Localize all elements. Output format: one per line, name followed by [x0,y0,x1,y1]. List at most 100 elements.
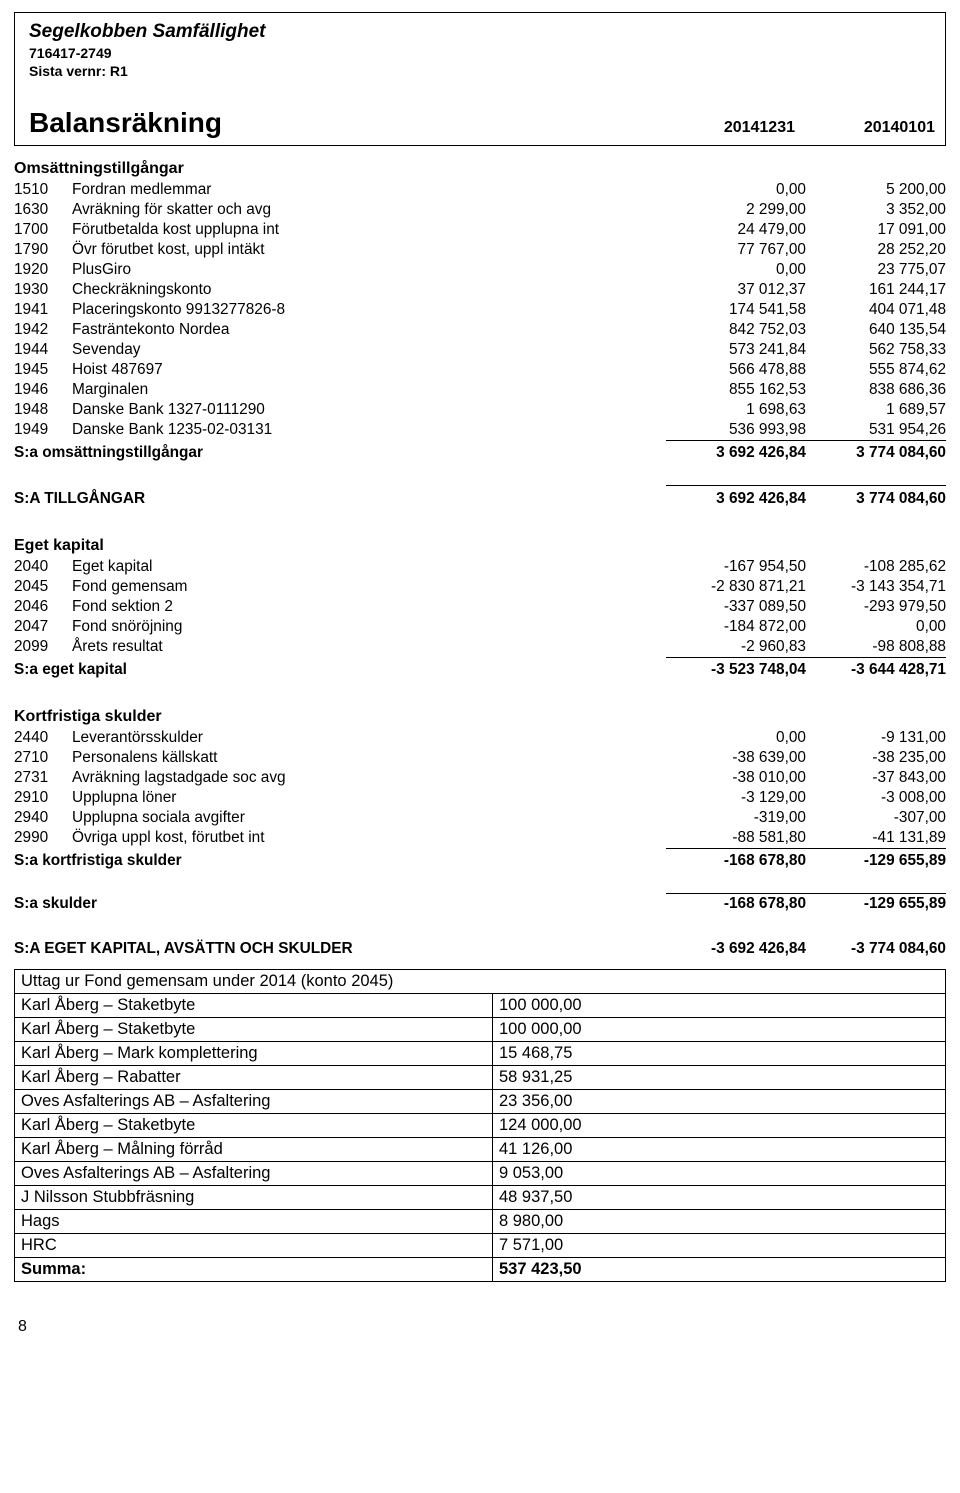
row-val-1: -167 954,50 [666,557,806,577]
row-skulder-sum: S:a skulder -168 678,80 -129 655,89 [14,894,946,915]
tillgangar-v1: 3 692 426,84 [666,486,806,510]
uttag-row: Oves Asfalterings AB – Asfaltering9 053,… [15,1162,946,1186]
row-val-2: -37 843,00 [806,768,946,788]
row-label: Avräkning för skatter och avg [72,200,666,220]
row-val-2: -108 285,62 [806,557,946,577]
row-val-1: -38 639,00 [666,748,806,768]
uttag-label: Karl Åberg – Målning förråd [15,1138,493,1162]
sum-v2: -129 655,89 [806,849,946,872]
table-eget: 2040Eget kapital-167 954,50-108 285,6220… [14,557,946,680]
uttag-label: HRC [15,1234,493,1258]
row-label: Övriga uppl kost, förutbet int [72,828,666,849]
row-label: Marginalen [72,380,666,400]
report-body: Omsättningstillgångar 1510Fordran medlem… [14,160,946,959]
acct-num: 2046 [14,597,72,617]
uttag-label: Karl Åberg – Staketbyte [15,1114,493,1138]
acct-num: 2047 [14,617,72,637]
row-label: Avräkning lagstadgade soc avg [72,768,666,788]
row-val-1: -88 581,80 [666,828,806,849]
table-row: 2040Eget kapital-167 954,50-108 285,62 [14,557,946,577]
row-val-2: 531 954,26 [806,420,946,441]
table-row: 1949Danske Bank 1235-02-03131536 993,985… [14,420,946,441]
row-val-1: 1 698,63 [666,400,806,420]
row-val-2: 0,00 [806,617,946,637]
col-head-1: 20141231 [655,119,795,137]
uttag-title-row: Uttag ur Fond gemensam under 2014 (konto… [15,970,946,994]
table-row: 2099Årets resultat-2 960,83-98 808,88 [14,637,946,658]
org-name: Segelkobben Samfällighet [29,21,935,43]
row-tillgangar: S:A TILLGÅNGAR 3 692 426,84 3 774 084,60 [14,486,946,510]
acct-num: 1630 [14,200,72,220]
table-row: 2940Upplupna sociala avgifter-319,00-307… [14,808,946,828]
acct-num: 1700 [14,220,72,240]
uttag-label: Karl Åberg – Staketbyte [15,1018,493,1042]
acct-num: 2440 [14,728,72,748]
row-val-1: 855 162,53 [666,380,806,400]
row-val-2: -293 979,50 [806,597,946,617]
uttag-label: Oves Asfalterings AB – Asfaltering [15,1162,493,1186]
uttag-row: J Nilsson Stubbfräsning48 937,50 [15,1186,946,1210]
acct-num: 1790 [14,240,72,260]
uttag-row: Karl Åberg – Staketbyte100 000,00 [15,1018,946,1042]
acct-num: 2045 [14,577,72,597]
acct-num: 1949 [14,420,72,441]
skulder-sum-v1: -168 678,80 [666,894,806,915]
acct-num: 1930 [14,280,72,300]
row-label: Sevenday [72,340,666,360]
row-val-2: 1 689,57 [806,400,946,420]
row-val-2: -38 235,00 [806,748,946,768]
table-row: 1510Fordran medlemmar0,005 200,00 [14,180,946,200]
table-row: 2047Fond snöröjning-184 872,000,00 [14,617,946,637]
uttag-row: Hags8 980,00 [15,1210,946,1234]
sum-label: S:a kortfristiga skulder [14,852,182,870]
uttag-amount: 124 000,00 [493,1114,946,1138]
row-label: Fond gemensam [72,577,666,597]
sum-row: S:a eget kapital-3 523 748,04-3 644 428,… [14,658,946,681]
row-label: Placeringskonto 9913277826-8 [72,300,666,320]
sista-vernr: Sista vernr: R1 [29,63,935,79]
uttag-title: Uttag ur Fond gemensam under 2014 (konto… [15,970,946,994]
uttag-amount: 100 000,00 [493,994,946,1018]
row-val-1: 2 299,00 [666,200,806,220]
uttag-label: J Nilsson Stubbfräsning [15,1186,493,1210]
row-val-1: 566 478,88 [666,360,806,380]
skulder-sum-table: S:a skulder -168 678,80 -129 655,89 [14,893,946,914]
acct-num: 2990 [14,828,72,849]
row-val-1: 0,00 [666,260,806,280]
row-val-1: 37 012,37 [666,280,806,300]
acct-num: 2940 [14,808,72,828]
section-eget-head: Eget kapital [14,537,946,555]
tillgangar-label: S:A TILLGÅNGAR [72,486,666,510]
table-oms: 1510Fordran medlemmar0,005 200,001630Avr… [14,180,946,463]
uttag-amount: 8 980,00 [493,1210,946,1234]
acct-num: 1948 [14,400,72,420]
acct-num: 1944 [14,340,72,360]
row-label: Årets resultat [72,637,666,658]
sum-v2: -3 644 428,71 [806,658,946,681]
sum-row: S:a kortfristiga skulder-168 678,80-129 … [14,849,946,872]
row-val-1: -2 830 871,21 [666,577,806,597]
uttag-label: Karl Åberg – Rabatter [15,1066,493,1090]
sum-v1: 3 692 426,84 [666,441,806,464]
row-label: Fasträntekonto Nordea [72,320,666,340]
row-val-2: -3 143 354,71 [806,577,946,597]
row-val-2: 404 071,48 [806,300,946,320]
table-row: 1941Placeringskonto 9913277826-8174 541,… [14,300,946,320]
acct-num: 2910 [14,788,72,808]
row-grand-total: S:A EGET KAPITAL, AVSÄTTN OCH SKULDER -3… [14,936,946,959]
table-row: 2046Fond sektion 2-337 089,50-293 979,50 [14,597,946,617]
acct-num: 1920 [14,260,72,280]
grand-total-table: S:A EGET KAPITAL, AVSÄTTN OCH SKULDER -3… [14,936,946,959]
uttag-amount: 58 931,25 [493,1066,946,1090]
skulder-sum-label: S:a skulder [14,895,97,913]
row-val-1: 174 541,58 [666,300,806,320]
sum-row: S:a omsättningstillgångar3 692 426,843 7… [14,441,946,464]
acct-num: 1946 [14,380,72,400]
sum-v2: 3 774 084,60 [806,441,946,464]
row-label: Leverantörsskulder [72,728,666,748]
grand-label: S:A EGET KAPITAL, AVSÄTTN OCH SKULDER [14,940,353,958]
title-row: Balansräkning 20141231 20140101 [29,107,935,139]
table-row: 1944Sevenday573 241,84562 758,33 [14,340,946,360]
row-val-1: 573 241,84 [666,340,806,360]
uttag-sum-label: Summa: [15,1258,493,1282]
